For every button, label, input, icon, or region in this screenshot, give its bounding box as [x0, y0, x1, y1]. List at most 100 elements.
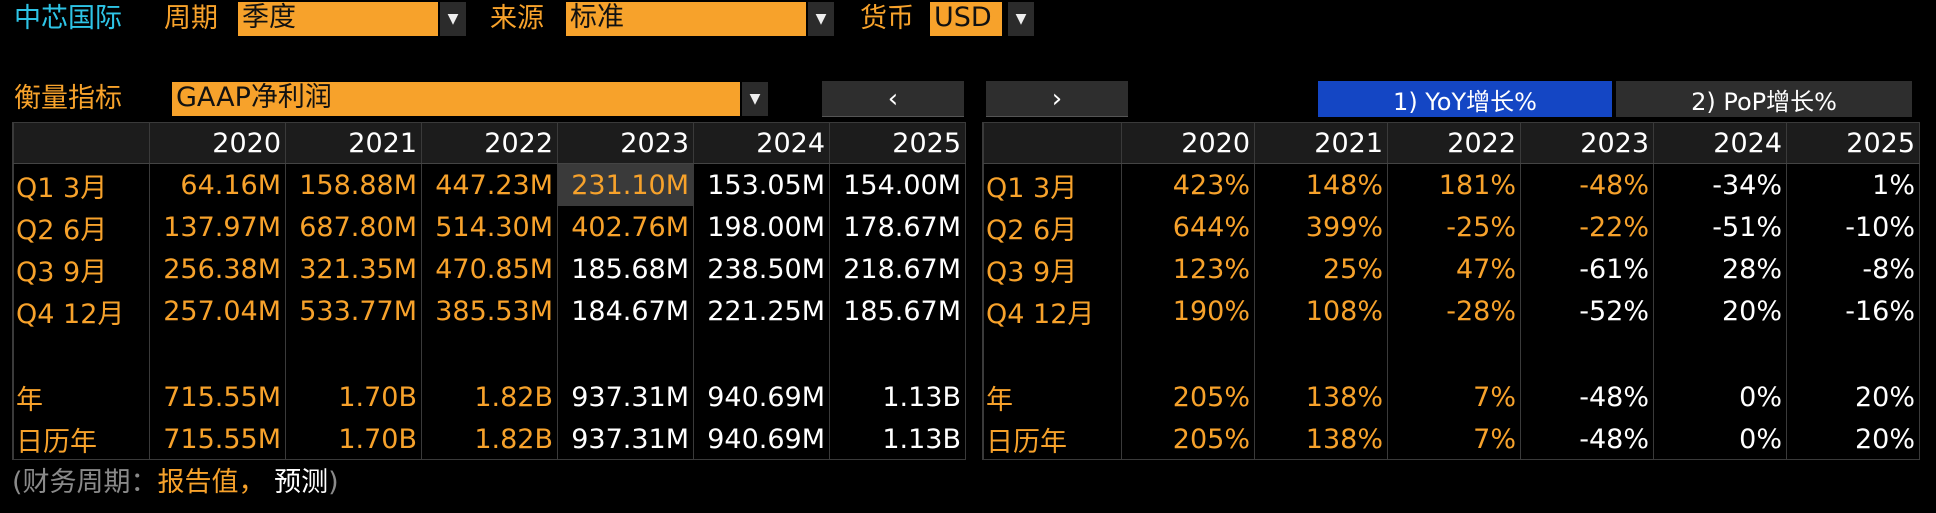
next-button[interactable]: ›	[986, 81, 1128, 117]
row-label: Q4 12月	[983, 290, 1122, 332]
period-label: 周期	[164, 3, 218, 34]
value-cell[interactable]: 1.82B	[421, 418, 558, 460]
growth-cell[interactable]: 148%	[1254, 163, 1388, 206]
estimate-cell[interactable]: 1.13B	[829, 418, 966, 460]
growth-cell[interactable]: 423%	[1121, 163, 1255, 206]
growth-cell[interactable]: 123%	[1121, 248, 1255, 290]
estimate-cell[interactable]: 184.67M	[557, 290, 694, 332]
estimate-growth-cell[interactable]: -48%	[1520, 418, 1654, 460]
estimate-growth-cell[interactable]: 20%	[1653, 290, 1787, 332]
estimate-growth-cell[interactable]: 0%	[1653, 418, 1787, 460]
metric-dropdown[interactable]: GAAP净利润	[172, 82, 740, 116]
value-cell[interactable]: 715.55M	[149, 418, 286, 460]
estimate-growth-cell[interactable]: -10%	[1786, 206, 1920, 248]
row-label: Q1 3月	[13, 163, 150, 206]
estimate-cell[interactable]: 937.31M	[557, 376, 694, 418]
estimate-cell[interactable]: 154.00M	[829, 163, 966, 206]
growth-cell[interactable]: 7%	[1387, 418, 1521, 460]
value-cell[interactable]: 514.30M	[421, 206, 558, 248]
estimate-cell[interactable]: 238.50M	[693, 248, 830, 290]
chevron-down-icon[interactable]: ▼	[1008, 2, 1034, 36]
row-label: Q3 9月	[983, 248, 1122, 290]
estimate-cell[interactable]: 153.05M	[693, 163, 830, 206]
chevron-down-icon[interactable]: ▼	[440, 2, 466, 36]
value-cell[interactable]: 715.55M	[149, 376, 286, 418]
estimate-cell[interactable]: 178.67M	[829, 206, 966, 248]
estimate-cell[interactable]: 185.68M	[557, 248, 694, 290]
year-header: 2023	[557, 123, 694, 164]
growth-cell[interactable]: 138%	[1254, 376, 1388, 418]
chevron-down-icon[interactable]: ▼	[808, 2, 834, 36]
growth-cell[interactable]: 399%	[1254, 206, 1388, 248]
spacer-row	[983, 332, 1920, 376]
currency-dropdown[interactable]: USD	[930, 2, 1002, 36]
values-table: 2020 2021 2022 2023 2024 2025 Q1 3月 64.1…	[13, 123, 966, 460]
estimate-cell[interactable]: 940.69M	[693, 376, 830, 418]
footer-forecast: 预测	[274, 467, 329, 498]
value-cell[interactable]: 321.35M	[285, 248, 422, 290]
estimate-growth-cell[interactable]: 20%	[1786, 418, 1920, 460]
year-header: 2021	[1254, 123, 1388, 164]
growth-cell[interactable]: 7%	[1387, 376, 1521, 418]
value-cell[interactable]: 385.53M	[421, 290, 558, 332]
value-cell[interactable]: 158.88M	[285, 163, 422, 206]
value-cell[interactable]: 447.23M	[421, 163, 558, 206]
estimate-growth-cell[interactable]: 1%	[1786, 163, 1920, 206]
source-dropdown[interactable]: 标准	[566, 2, 806, 36]
estimate-growth-cell[interactable]: 20%	[1786, 376, 1920, 418]
estimate-cell[interactable]: 937.31M	[557, 418, 694, 460]
value-cell[interactable]: 257.04M	[149, 290, 286, 332]
estimate-growth-cell[interactable]: 0%	[1653, 376, 1787, 418]
estimate-growth-cell[interactable]: -8%	[1786, 248, 1920, 290]
selected-value-cell[interactable]: 231.10M	[557, 163, 694, 206]
estimate-cell[interactable]: 221.25M	[693, 290, 830, 332]
period-dropdown[interactable]: 季度	[238, 2, 438, 36]
growth-cell[interactable]: -22%	[1520, 206, 1654, 248]
value-cell[interactable]: 256.38M	[149, 248, 286, 290]
estimate-cell[interactable]: 185.67M	[829, 290, 966, 332]
value-cell[interactable]: 687.80M	[285, 206, 422, 248]
estimate-growth-cell[interactable]: -52%	[1520, 290, 1654, 332]
growth-cell[interactable]: -48%	[1520, 163, 1654, 206]
growth-cell[interactable]: 47%	[1387, 248, 1521, 290]
estimate-growth-cell[interactable]: -51%	[1653, 206, 1787, 248]
value-cell[interactable]: 137.97M	[149, 206, 286, 248]
growth-cell[interactable]: 205%	[1121, 376, 1255, 418]
estimate-growth-cell[interactable]: -48%	[1520, 376, 1654, 418]
table-row: Q3 9月 123% 25% 47% -61% 28% -8%	[983, 248, 1920, 290]
value-cell[interactable]: 64.16M	[149, 163, 286, 206]
tab-pop-growth[interactable]: 2) PoP增长%	[1616, 81, 1912, 117]
company-name[interactable]: 中芯国际	[14, 3, 122, 34]
tab-yoy-growth[interactable]: 1) YoY增长%	[1318, 81, 1612, 117]
estimate-growth-cell[interactable]: -34%	[1653, 163, 1787, 206]
growth-cell[interactable]: 190%	[1121, 290, 1255, 332]
value-cell[interactable]: 533.77M	[285, 290, 422, 332]
growth-cell[interactable]: 644%	[1121, 206, 1255, 248]
growth-cell[interactable]: 205%	[1121, 418, 1255, 460]
estimate-cell[interactable]: 940.69M	[693, 418, 830, 460]
growth-cell[interactable]: -25%	[1387, 206, 1521, 248]
estimate-growth-cell[interactable]: 28%	[1653, 248, 1787, 290]
chevron-down-icon[interactable]: ▼	[742, 82, 768, 116]
estimate-cell[interactable]: 218.67M	[829, 248, 966, 290]
estimate-cell[interactable]: 198.00M	[693, 206, 830, 248]
row-label: 年	[13, 376, 150, 418]
source-label: 来源	[490, 3, 544, 34]
value-cell[interactable]: 1.82B	[421, 376, 558, 418]
growth-cell[interactable]: 138%	[1254, 418, 1388, 460]
value-cell[interactable]: 470.85M	[421, 248, 558, 290]
value-cell[interactable]: 1.70B	[285, 376, 422, 418]
value-cell[interactable]: 402.76M	[557, 206, 694, 248]
prev-button[interactable]: ‹	[822, 81, 964, 117]
row-label: Q4 12月	[13, 290, 150, 332]
growth-cell[interactable]: -28%	[1387, 290, 1521, 332]
footer-prefix: 财务周期：	[22, 467, 158, 498]
estimate-growth-cell[interactable]: -16%	[1786, 290, 1920, 332]
value-cell[interactable]: 1.70B	[285, 418, 422, 460]
estimate-growth-cell[interactable]: -61%	[1520, 248, 1654, 290]
header-row: 2020 2021 2022 2023 2024 2025	[13, 123, 966, 164]
estimate-cell[interactable]: 1.13B	[829, 376, 966, 418]
growth-cell[interactable]: 181%	[1387, 163, 1521, 206]
growth-cell[interactable]: 25%	[1254, 248, 1388, 290]
growth-cell[interactable]: 108%	[1254, 290, 1388, 332]
